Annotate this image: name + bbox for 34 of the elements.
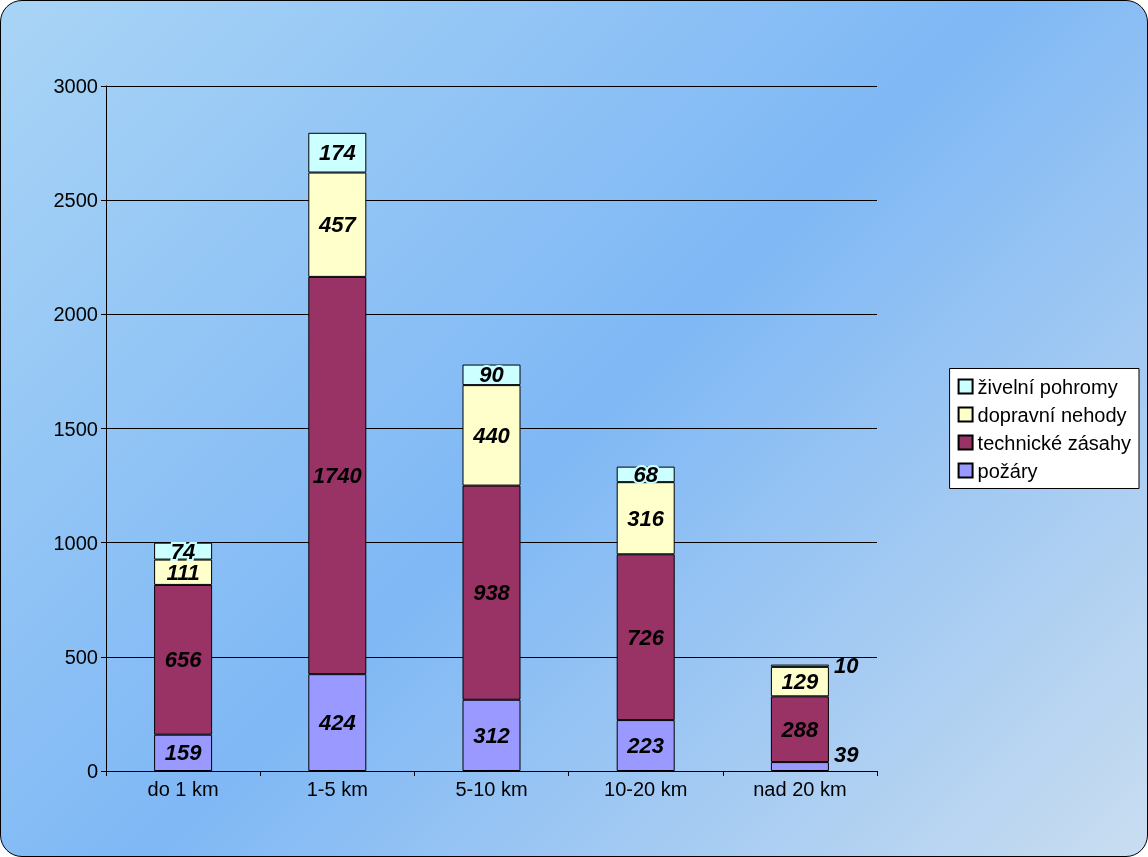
data-label: 938: [473, 580, 511, 606]
data-label: 90: [479, 362, 505, 388]
data-label: 68: [633, 461, 659, 487]
data-label: 39: [833, 742, 860, 768]
data-label: 316: [627, 505, 665, 531]
data-label: 1740: [312, 463, 363, 489]
data-label: 457: [317, 212, 358, 238]
data-label: 726: [627, 624, 665, 650]
data-label: 174: [318, 140, 356, 166]
y-tick-label: 2000: [53, 303, 98, 326]
y-tick-label: 2500: [53, 189, 98, 212]
y-tick-label: 3000: [53, 75, 98, 97]
data-label: 10: [833, 653, 860, 679]
x-tick-label: 10-20 km: [604, 778, 688, 800]
data-label: 656: [164, 647, 203, 673]
y-tick-label: 1500: [53, 417, 98, 440]
y-tick-label: 1000: [53, 531, 98, 554]
data-label: 440: [472, 422, 511, 448]
x-tick-label: 5-10 km: [455, 778, 528, 800]
y-tick-label: 500: [64, 645, 98, 668]
data-label: 129: [781, 669, 820, 695]
data-label: 312: [473, 722, 511, 748]
data-label: 424: [317, 710, 356, 736]
data-label: 159: [164, 740, 203, 766]
x-tick-label: nad 20 km: [753, 778, 847, 800]
data-label: 223: [626, 733, 665, 759]
legend-label: dopravní nehody: [977, 403, 1127, 426]
y-tick-label: 0: [86, 760, 98, 782]
legend-label: požáry: [977, 459, 1038, 482]
x-tick-label: do 1 km: [147, 778, 219, 800]
legend-label: živelní pohromy: [977, 375, 1118, 398]
x-tick-label: 1-5 km: [306, 778, 368, 800]
legend-label: technické zásahy: [977, 431, 1131, 454]
data-label: 288: [780, 716, 820, 742]
